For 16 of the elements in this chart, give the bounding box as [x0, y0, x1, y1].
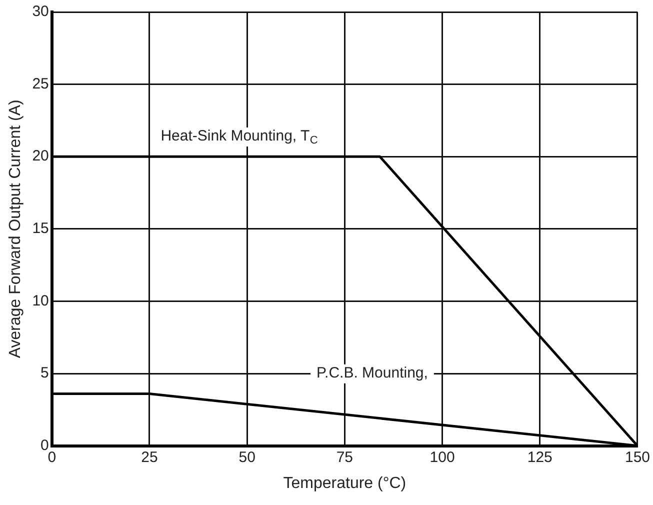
y-tick-label: 0 — [40, 436, 49, 454]
y-tick-label: 10 — [32, 292, 49, 310]
x-tick-label: 25 — [141, 448, 158, 466]
x-tick-label: 50 — [238, 448, 256, 466]
x-tick-label: 75 — [336, 448, 354, 466]
y-tick-label: 20 — [32, 148, 49, 165]
x-tick-label: 100 — [430, 448, 455, 466]
x-axis-title: Temperature (°C) — [283, 474, 406, 492]
y-tick-label: 30 — [32, 3, 49, 20]
y-axis-title: Average Forward Output Current (A) — [7, 100, 24, 358]
y-tick-label: 5 — [40, 364, 49, 382]
y-tick-label: 25 — [32, 75, 49, 92]
x-tick-label: 150 — [624, 448, 650, 466]
annotation: P.C.B. Mounting, — [316, 364, 428, 382]
x-tick-label: 125 — [527, 448, 552, 466]
y-tick-label: 15 — [32, 220, 49, 238]
